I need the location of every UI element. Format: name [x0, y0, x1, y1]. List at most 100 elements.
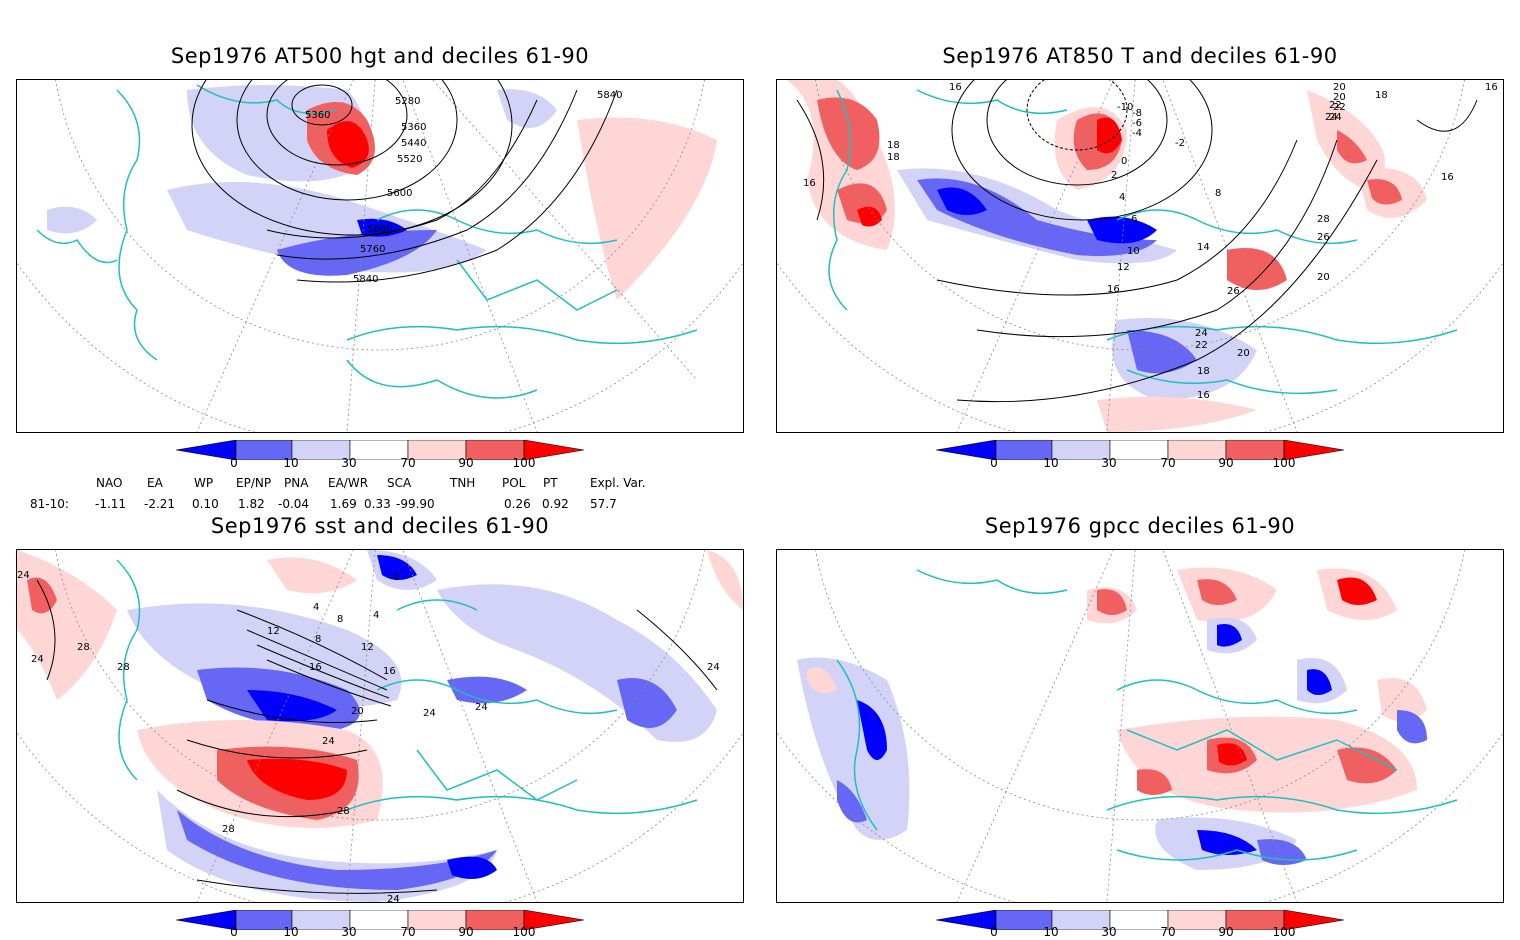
contour-label: 10	[1127, 246, 1140, 257]
contour-label: 5440	[401, 138, 426, 149]
contour-label: 24	[423, 708, 436, 719]
index-header: WP	[194, 476, 214, 490]
colorbar-t850	[936, 440, 1345, 460]
map-gpcc	[776, 549, 1504, 903]
contour-label: 5600	[387, 188, 412, 199]
contour-label: 5680	[367, 224, 392, 235]
contour-label: 20	[351, 706, 364, 717]
contour-labels: 5360 5280 5360 5440 5520 5600 5680 5760 …	[305, 90, 622, 285]
index-header: EP/NP	[236, 476, 272, 490]
index-header: EA	[147, 476, 163, 490]
contour-label: 12	[267, 626, 280, 637]
contour-label: 0	[393, 572, 399, 583]
contour-label: 5520	[397, 154, 422, 165]
colorbar-tick: 10	[283, 456, 299, 470]
contour-label: 6	[1131, 214, 1137, 225]
contour-label: 28	[117, 662, 130, 673]
colorbar-tick: 10	[1043, 456, 1059, 470]
decile-shading	[47, 85, 717, 300]
colorbar-sst	[176, 910, 585, 930]
lat-lon-grid	[777, 80, 1503, 432]
contour-label: 24	[1325, 112, 1338, 123]
index-value: 1.82	[238, 497, 265, 511]
colorbar-tick: 30	[1101, 925, 1117, 939]
contour-label: 24	[322, 736, 335, 747]
index-value: -99.90	[396, 497, 435, 511]
coastlines	[36, 84, 698, 399]
colorbar-tick: 70	[400, 456, 416, 470]
index-value: -0.04	[278, 497, 310, 511]
contour-label: 4	[1119, 192, 1125, 203]
lat-lon-grid	[17, 550, 743, 902]
contour-label: 12	[361, 642, 374, 653]
index-value: 57.7	[590, 497, 617, 511]
contour-label: 28	[337, 806, 350, 817]
contour-label: 18	[887, 140, 900, 151]
contour-label: 24	[475, 702, 488, 713]
index-value: 1.69	[330, 497, 357, 511]
contour-label: -4	[1132, 128, 1142, 139]
colorbar-tick: 10	[283, 925, 299, 939]
contour-label: -6	[1132, 118, 1142, 129]
colorbar-tick: 30	[341, 925, 357, 939]
index-value: 0.33	[364, 497, 391, 511]
contour-label: 24	[387, 894, 400, 902]
contour-label: 5360	[401, 122, 426, 133]
contour-label: 22	[1333, 102, 1346, 113]
contour-label: 4	[313, 602, 319, 613]
panel-title-gpcc: Sep1976 gpcc deciles 61-90	[984, 514, 1296, 538]
contour-label: 26	[1317, 232, 1330, 243]
map-hgt500: 5360 5280 5360 5440 5520 5600 5680 5760 …	[16, 79, 744, 433]
index-header: PT	[543, 476, 558, 490]
index-header: PNA	[284, 476, 309, 490]
contour-label: 8	[337, 614, 343, 625]
contour-label: 5840	[597, 90, 622, 101]
contour-label: 16	[1197, 390, 1210, 401]
contour-label: 18	[1375, 90, 1388, 101]
colorbar-tick: 70	[1160, 456, 1176, 470]
contour-label: 8	[1215, 188, 1221, 199]
coastlines	[828, 89, 1458, 395]
index-header: EA/WR	[328, 476, 369, 490]
colorbar-tick: 30	[1101, 456, 1117, 470]
contour-label: 24	[31, 654, 44, 665]
contour-label: 5840	[353, 274, 378, 285]
contour-label: 22	[1195, 340, 1208, 351]
contour-label: 8	[315, 634, 321, 645]
index-header: POL	[502, 476, 526, 490]
index-value: -1.11	[95, 497, 127, 511]
contour-label: 16	[383, 666, 396, 677]
contour-label: 20	[1333, 82, 1346, 93]
contour-label: 16	[309, 662, 322, 673]
index-value: 0.92	[542, 497, 569, 511]
contour-label: 22	[1329, 100, 1342, 111]
contour-label: 5360	[305, 110, 330, 121]
index-value: -2.21	[144, 497, 176, 511]
colorbar-tick: 100	[512, 456, 536, 470]
contour-label: 28	[222, 824, 235, 835]
index-value: 0.26	[504, 497, 531, 511]
contour-label: 18	[887, 152, 900, 163]
decile-shading	[797, 567, 1427, 870]
contour-labels: 24 24 28 28 4 8 12 16 20 24 24 24 28 28 …	[17, 570, 720, 902]
contour-label: 20	[1317, 272, 1330, 283]
contour-label: 12	[1117, 262, 1130, 273]
index-header: TNH	[450, 476, 476, 490]
map-t850: 16 -10 -8 -6 -4 -2 0 2 4 6 8 10 12 14 16…	[776, 79, 1504, 433]
index-header: SCA	[387, 476, 412, 490]
contour-label: 16	[1107, 284, 1120, 295]
lat-lon-grid	[777, 550, 1503, 902]
colorbar-tick: 90	[1218, 925, 1234, 939]
decile-shading	[17, 550, 743, 902]
colorbar-tick: 70	[1160, 925, 1176, 939]
contour-label: 28	[1317, 214, 1330, 225]
contour-label: 16	[1441, 172, 1454, 183]
colorbar-tick: 70	[400, 925, 416, 939]
colorbar-tick: 100	[1272, 456, 1296, 470]
contour-label: 24	[1195, 328, 1208, 339]
index-header: Expl. Var.	[590, 476, 646, 490]
coastlines	[116, 559, 698, 815]
coastlines	[836, 569, 1458, 861]
height-contours	[191, 80, 618, 283]
contour-label: 4	[373, 610, 379, 621]
